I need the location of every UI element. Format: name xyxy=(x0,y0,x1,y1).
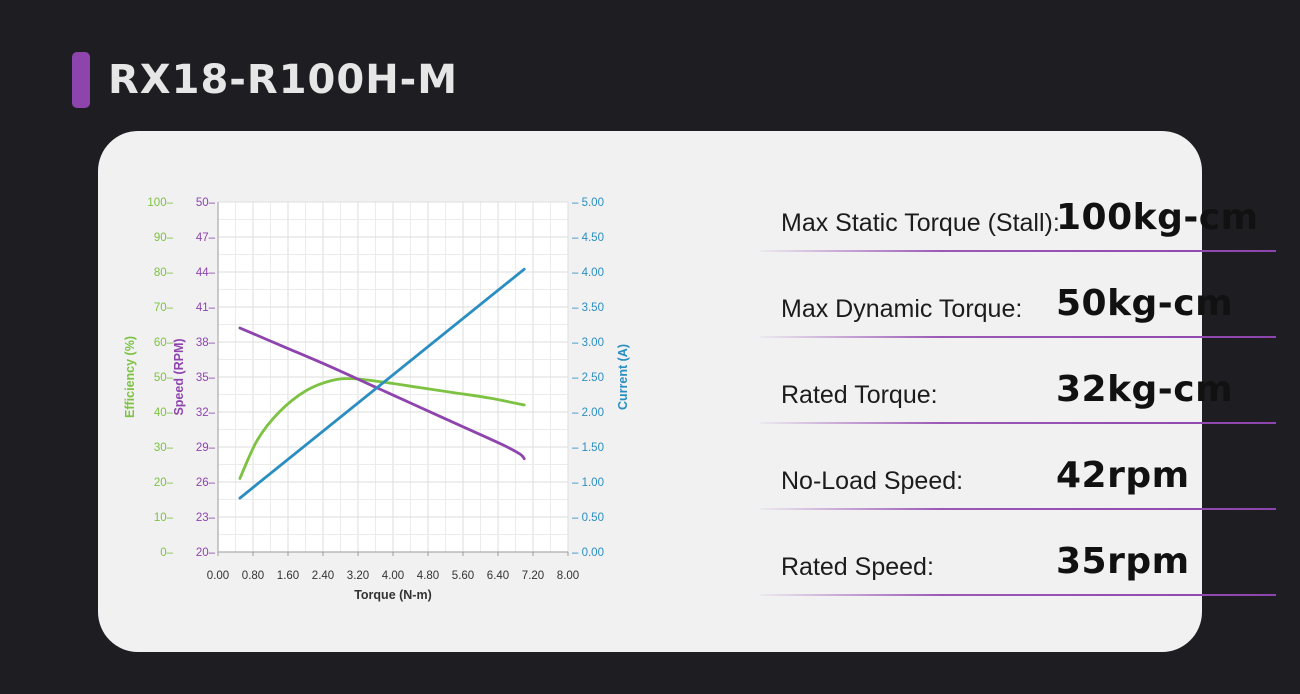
current-tick-label: – 1.00 xyxy=(572,477,604,489)
efficiency-tick-label: 100– xyxy=(147,197,173,209)
spec-value: 100kg-cm xyxy=(1056,197,1259,238)
efficiency-tick-label: 60– xyxy=(154,337,174,349)
current-series-line xyxy=(238,267,526,500)
x-tick-label: 2.40 xyxy=(312,570,334,582)
efficiency-tick-label: 40– xyxy=(154,407,174,419)
spec-row-rated-speed: Rated Speed: 35rpm xyxy=(760,510,1276,596)
speed-tick-label: 41– xyxy=(196,302,216,314)
speed-tick-label: 47– xyxy=(196,232,216,244)
x-tick-label: 0.80 xyxy=(242,570,264,582)
spec-row-dynamic-torque: Max Dynamic Torque: 50kg-cm xyxy=(760,252,1276,338)
spec-label: No-Load Speed: xyxy=(781,467,964,495)
performance-chart: 100– 90– 80– 70– 60– 50– 40– 30– 20– 10– 0– 50– 47– 4… xyxy=(123,197,630,602)
x-axis-title: Torque (N-m) xyxy=(354,588,432,602)
speed-tick-label: 23– xyxy=(196,512,216,524)
efficiency-tick-label: 0– xyxy=(160,547,173,559)
spec-label: Rated Speed: xyxy=(781,553,934,581)
efficiency-tick-label: 50– xyxy=(154,372,174,384)
speed-series-line xyxy=(238,326,526,461)
efficiency-tick-label: 70– xyxy=(154,302,174,314)
page-title: RX18-R100H-M xyxy=(108,57,459,103)
efficiency-tick-label: 10– xyxy=(154,512,174,524)
speed-tick-label: 50– xyxy=(196,197,216,209)
spec-value: 32kg-cm xyxy=(1056,369,1234,410)
efficiency-tick-label: 80– xyxy=(154,267,174,279)
speed-tick-label: 29– xyxy=(196,442,216,454)
x-tick-label: 4.80 xyxy=(417,570,439,582)
speed-tick-label: 20– xyxy=(196,547,216,559)
spec-value: 42rpm xyxy=(1056,455,1190,496)
current-axis-title: Current (A) xyxy=(616,344,630,410)
x-tick-label: 7.20 xyxy=(522,570,544,582)
spec-divider xyxy=(760,336,1276,338)
speed-axis-title: Speed (RPM) xyxy=(172,338,186,415)
current-tick-label: – 4.50 xyxy=(572,232,604,244)
spec-divider xyxy=(760,508,1276,510)
spec-card: 100– 90– 80– 70– 60– 50– 40– 30– 20– 10– 0– 50– 47– 4… xyxy=(98,131,1276,652)
x-tick-label: 1.60 xyxy=(277,570,299,582)
efficiency-series-line xyxy=(238,377,526,480)
current-tick-label: – 4.00 xyxy=(572,267,604,279)
spec-divider xyxy=(760,422,1276,424)
spec-row-no-load-speed: No-Load Speed: 42rpm xyxy=(760,424,1276,510)
x-tick-label: 4.00 xyxy=(382,570,404,582)
current-tick-label: – 0.50 xyxy=(572,512,604,524)
x-tick-label: 0.00 xyxy=(207,570,229,582)
x-tick-label: 8.00 xyxy=(557,570,579,582)
efficiency-tick-label: 20– xyxy=(154,477,174,489)
speed-tick-label: 26– xyxy=(196,477,216,489)
current-tick-label: – 1.50 xyxy=(572,442,604,454)
speed-tick-label: 35– xyxy=(196,372,216,384)
speed-tick-label: 32– xyxy=(196,407,216,419)
x-tick-label: 3.20 xyxy=(347,570,369,582)
x-tick-label: 5.60 xyxy=(452,570,474,582)
spec-row-stall-torque: Max Static Torque (Stall): 100kg-cm xyxy=(760,166,1276,252)
spec-label: Max Dynamic Torque: xyxy=(781,295,1023,323)
spec-label: Rated Torque: xyxy=(781,381,938,409)
current-tick-label: – 2.00 xyxy=(572,407,604,419)
current-tick-label: – 3.50 xyxy=(572,302,604,314)
current-tick-label: – 2.50 xyxy=(572,372,604,384)
speed-tick-label: 38– xyxy=(196,337,216,349)
current-tick-label: – 5.00 xyxy=(572,197,604,209)
spec-divider xyxy=(760,594,1276,596)
spec-value: 35rpm xyxy=(1056,541,1190,582)
title-accent-bar xyxy=(72,52,90,108)
current-tick-label: – 0.00 xyxy=(572,547,604,559)
speed-tick-label: 44– xyxy=(196,267,216,279)
spec-label: Max Static Torque (Stall): xyxy=(781,209,1060,237)
spec-divider xyxy=(760,250,1276,252)
efficiency-tick-label: 90– xyxy=(154,232,174,244)
x-tick-label: 6.40 xyxy=(487,570,509,582)
spec-row-rated-torque: Rated Torque: 32kg-cm xyxy=(760,338,1276,424)
spec-value: 50kg-cm xyxy=(1056,283,1234,324)
current-tick-label: – 3.00 xyxy=(572,337,604,349)
efficiency-axis-title: Efficiency (%) xyxy=(123,336,137,418)
efficiency-tick-label: 30– xyxy=(154,442,174,454)
